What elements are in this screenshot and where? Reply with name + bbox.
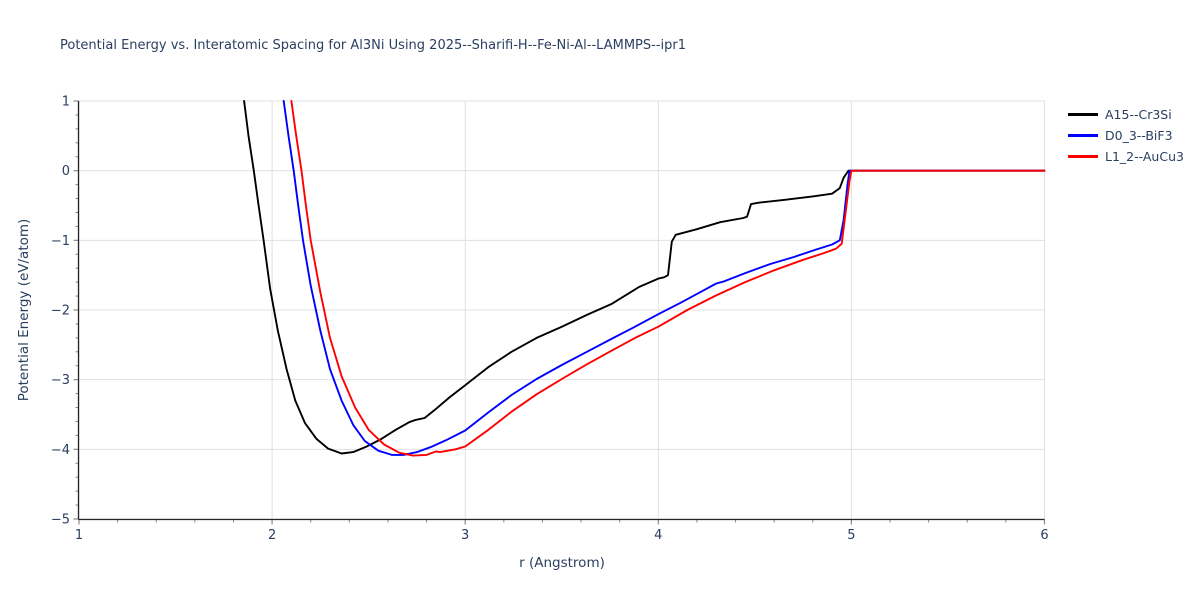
y-tick-label: −1 [51,234,70,249]
x-axis-label: r (Angstrom) [519,555,605,571]
series-line-l1-2-aucu3 [290,100,1046,457]
y-tick-label: −3 [51,373,70,388]
legend-label: L1_2--AuCu3 [1105,149,1184,164]
x-tick-label: 3 [461,528,469,543]
legend-item: D0_3--BiF3 [1068,125,1184,146]
legend-line-icon [1068,113,1098,116]
x-tick-label: 1 [75,528,83,543]
legend-label: D0_3--BiF3 [1105,128,1173,143]
legend-label: A15--Cr3Si [1105,107,1172,122]
y-tick-label: 0 [62,164,70,179]
series-line-d0-3-bif3 [282,100,1046,456]
legend-line-icon [1068,155,1098,158]
y-tick-label: −2 [51,304,70,319]
x-tick-label: 6 [1040,528,1048,543]
x-tick-label: 4 [654,528,662,543]
series-line-a15-cr3si [243,100,1046,455]
y-tick-label: −4 [51,443,70,458]
legend: A15--Cr3Si D0_3--BiF3 L1_2--AuCu3 [1068,104,1184,167]
legend-item: A15--Cr3Si [1068,104,1184,125]
legend-line-icon [1068,134,1098,137]
y-tick-label: −5 [51,513,70,528]
x-tick-label: 5 [847,528,855,543]
x-tick-label: 2 [268,528,276,543]
chart-title: Potential Energy vs. Interatomic Spacing… [60,38,686,53]
legend-item: L1_2--AuCu3 [1068,146,1184,167]
y-axis-label: Potential Energy (eV/atom) [16,218,32,402]
y-tick-label: 1 [62,95,70,110]
